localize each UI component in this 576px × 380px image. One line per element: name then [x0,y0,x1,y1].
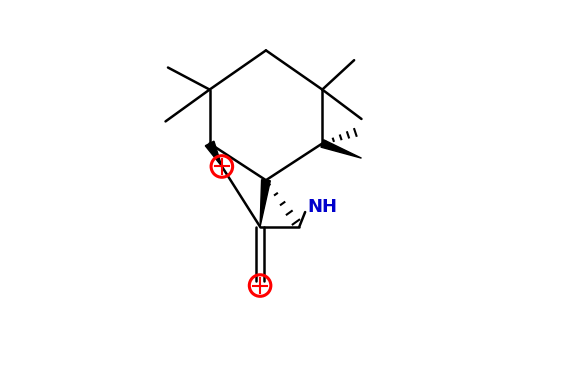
Polygon shape [260,180,270,227]
Text: NH: NH [308,198,338,216]
Polygon shape [205,141,222,166]
Polygon shape [321,140,362,158]
